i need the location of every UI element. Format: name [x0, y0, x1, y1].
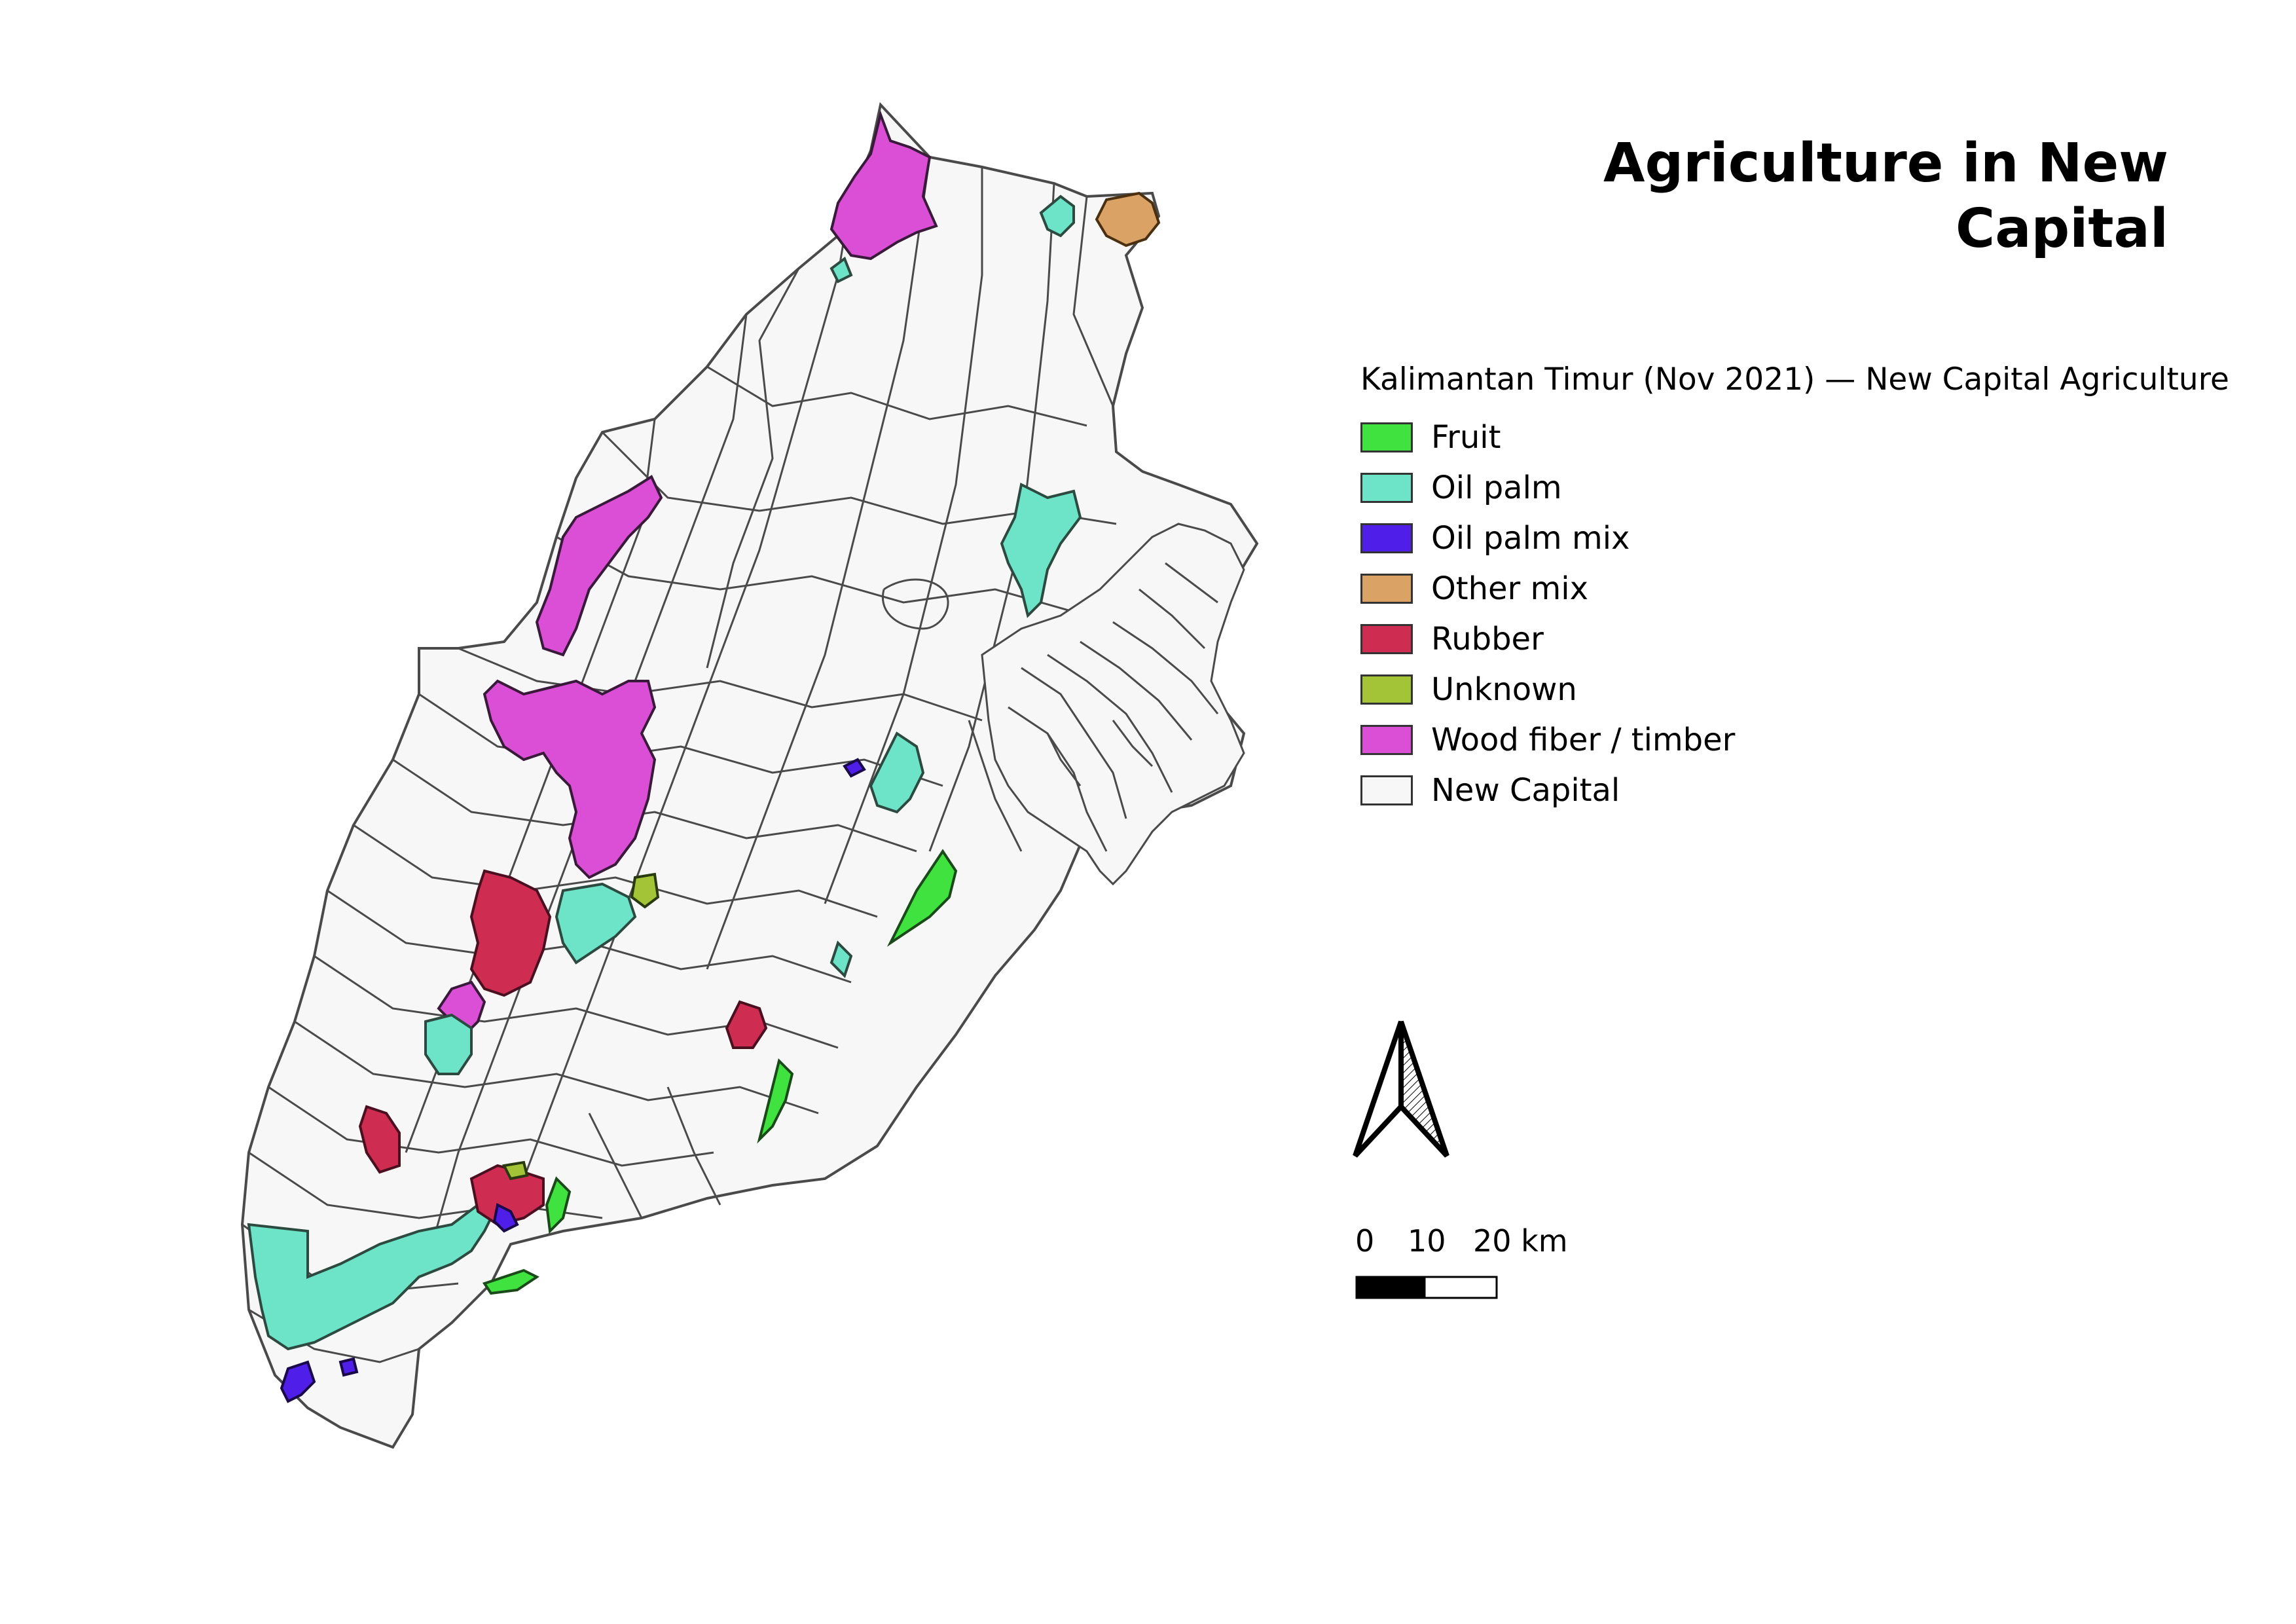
legend-item: Oil palm: [1360, 462, 2229, 513]
legend-item: Oil palm mix: [1360, 513, 2229, 563]
legend-label: Wood fiber / timber: [1431, 721, 1736, 758]
legend-item: New Capital: [1360, 765, 2229, 815]
legend-swatch: [1360, 472, 1413, 503]
new-capital-region: [240, 101, 1259, 1449]
delta-region: [981, 523, 1245, 886]
legend-swatch: [1360, 674, 1413, 705]
legend-label: Unknown: [1431, 671, 1577, 708]
scale-bar-graphic: [1355, 1276, 1498, 1299]
fruit-patches: [482, 849, 958, 1295]
legend-label: New Capital: [1431, 771, 1620, 809]
scale-bar: 0 10 20 km: [1355, 1223, 1571, 1315]
legend-swatch: [1360, 623, 1413, 654]
legend-item: Rubber: [1360, 614, 2229, 664]
scale-label-0: 0: [1355, 1223, 1375, 1259]
wood-fiber-timber-patches: [437, 110, 938, 1037]
oil-palm-mix-patches: [280, 758, 866, 1403]
legend-label: Fruit: [1431, 418, 1501, 456]
legend-label: Other mix: [1431, 570, 1589, 607]
legend-item: Wood fiber / timber: [1360, 714, 2229, 765]
map-title: Agriculture in New Capital: [1603, 132, 2168, 260]
legend-swatch: [1360, 775, 1413, 805]
oil-palm-patches: [247, 194, 1082, 1351]
legend-items: Fruit Oil palm Oil palm mix Other mix Rubber…: [1360, 412, 2229, 815]
legend-swatch: [1360, 573, 1413, 604]
unknown-patches: [502, 872, 660, 1181]
legend-label: Rubber: [1431, 620, 1544, 657]
scale-label-20: 20 km: [1473, 1223, 1568, 1259]
scale-label-10: 10: [1408, 1223, 1446, 1259]
legend-item: Fruit: [1360, 412, 2229, 462]
legend-label: Oil palm: [1431, 469, 1562, 506]
legend-item: Other mix: [1360, 563, 2229, 614]
legend-item: Unknown: [1360, 664, 2229, 714]
legend-label: Oil palm mix: [1431, 519, 1630, 557]
legend-swatch: [1360, 724, 1413, 755]
legend-title: Kalimantan Timur (Nov 2021) — New Capita…: [1360, 361, 2229, 397]
legend-swatch: [1360, 422, 1413, 452]
legend: Kalimantan Timur (Nov 2021) — New Capita…: [1360, 361, 2229, 815]
north-arrow-icon: [1353, 1020, 1449, 1158]
rubber-patches: [358, 869, 768, 1227]
other-mix-patches: [1095, 191, 1161, 248]
legend-swatch: [1360, 523, 1413, 553]
